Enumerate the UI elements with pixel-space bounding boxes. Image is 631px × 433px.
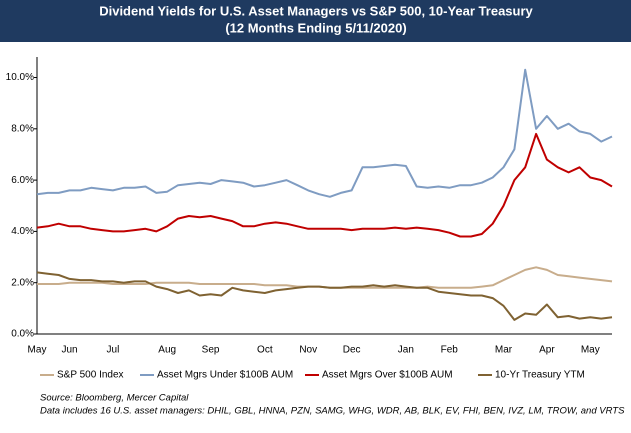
- legend-label: 10-Yr Treasury YTM: [495, 370, 585, 381]
- legend-label: S&P 500 Index: [57, 370, 124, 381]
- legend-label: Asset Mgrs Over $100B AUM: [322, 370, 453, 381]
- series-line: [37, 266, 613, 289]
- x-tick-label: May: [28, 345, 47, 356]
- x-tick-label: Sep: [202, 345, 220, 356]
- series-line: [36, 271, 613, 321]
- x-tick-label: Aug: [158, 345, 176, 356]
- y-tick-label: 0.0%: [11, 329, 34, 340]
- x-tick-label: Jun: [61, 345, 77, 356]
- chart-title: Dividend Yields for U.S. Asset Managers …: [99, 3, 533, 18]
- x-tick-label: May: [581, 345, 600, 356]
- source-note: Source: Bloomberg, Mercer Capital: [40, 393, 189, 404]
- x-tick-label: Dec: [343, 345, 361, 356]
- x-tick-label: Feb: [441, 345, 459, 356]
- x-tick-label: Jan: [398, 345, 414, 356]
- y-tick-label: 2.0%: [11, 277, 34, 288]
- series-line: [36, 68, 613, 198]
- y-tick-label: 10.0%: [6, 72, 34, 83]
- y-tick-label: 4.0%: [11, 226, 34, 237]
- x-tick-label: Oct: [257, 345, 273, 356]
- x-tick-label: Apr: [539, 345, 555, 356]
- y-tick-label: 8.0%: [11, 123, 34, 134]
- chart-subtitle: (12 Months Ending 5/11/2020): [225, 20, 406, 35]
- legend-label: Asset Mgrs Under $100B AUM: [157, 370, 293, 381]
- x-tick-label: Mar: [495, 345, 513, 356]
- x-tick-label: Jul: [107, 345, 120, 356]
- series-line: [36, 132, 613, 238]
- data-note: Data includes 16 U.S. asset managers: DH…: [40, 406, 625, 417]
- y-tick-label: 6.0%: [11, 175, 34, 186]
- title-bar: [0, 0, 631, 42]
- x-tick-label: Nov: [299, 345, 317, 356]
